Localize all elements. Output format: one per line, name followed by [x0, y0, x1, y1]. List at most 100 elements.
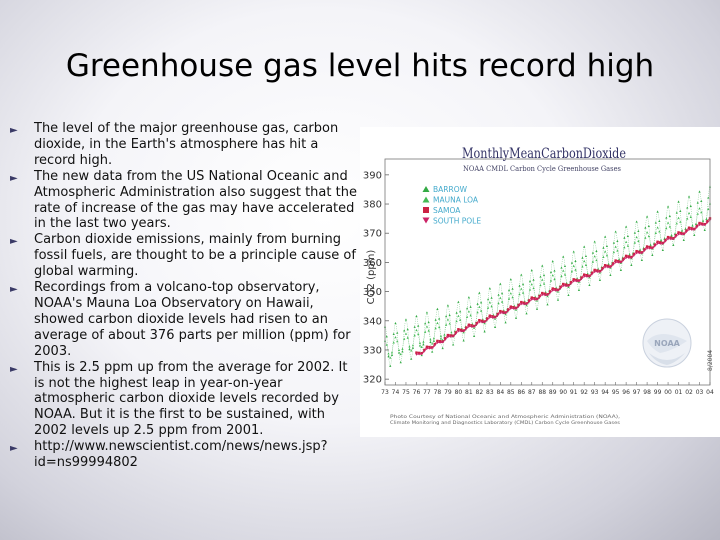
south-pole-point	[472, 325, 476, 329]
bullet-text: The new data from the US National Oceani…	[34, 168, 357, 232]
barrow-point	[507, 289, 511, 292]
samoa-point	[548, 290, 552, 293]
mauna-loa-point	[612, 250, 615, 254]
mauna-loa-point	[488, 301, 491, 304]
barrow-point	[647, 224, 650, 228]
bullet-text: This is 2.5 ppm up from the average for …	[34, 359, 348, 439]
south-pole-point	[648, 247, 651, 250]
barrow-point	[666, 205, 670, 208]
legend-marker	[422, 217, 430, 224]
barrow-point	[431, 350, 434, 353]
mauna-loa-point	[443, 333, 446, 336]
mauna-loa-point	[406, 336, 409, 339]
south-pole-point	[420, 352, 423, 356]
south-pole-point	[664, 240, 667, 243]
mauna-loa-point	[623, 246, 626, 249]
samoa-point	[506, 308, 510, 311]
barrow-point	[570, 261, 574, 264]
slide-title: Greenhouse gas level hits record high	[65, 48, 655, 84]
barrow-point	[583, 245, 586, 248]
south-pole-point	[672, 237, 675, 241]
mauna-loa-point	[687, 211, 691, 215]
samoa-point	[478, 319, 481, 322]
barrow-point	[500, 292, 504, 295]
samoa-point	[603, 264, 607, 267]
south-pole-point	[417, 353, 421, 356]
mauna-loa-point	[389, 356, 392, 359]
barrow-point	[626, 234, 629, 238]
samoa-point	[590, 271, 594, 275]
samoa-point	[685, 229, 688, 232]
mauna-loa-point	[404, 332, 408, 335]
barrow-point	[593, 240, 596, 243]
south-pole-point	[530, 298, 533, 301]
mauna-loa-point	[434, 327, 437, 330]
south-pole-point	[601, 268, 604, 271]
barrow-point	[396, 331, 399, 334]
samoa-point	[436, 339, 439, 343]
south-pole-point	[548, 291, 552, 295]
south-pole-point	[645, 247, 649, 250]
mauna-loa-point	[572, 264, 575, 267]
x-tick-label: 83	[486, 389, 494, 396]
barrow-point	[563, 264, 567, 268]
x-tick-label: 93	[591, 389, 599, 396]
south-pole-point	[486, 318, 489, 322]
samoa-point	[428, 345, 431, 349]
south-pole-point	[525, 303, 528, 306]
mauna-loa-point	[645, 231, 649, 234]
barrow-point	[535, 307, 539, 310]
bullet-item[interactable]: ► http://www.newscientist.com/news/news.j…	[10, 439, 358, 471]
barrow-point	[696, 201, 699, 204]
mauna-loa-point	[424, 330, 427, 333]
barrow-point	[574, 259, 577, 263]
barrow-point	[504, 321, 507, 324]
barrow-point	[392, 332, 395, 335]
barrow-point	[404, 318, 408, 321]
mauna-loa-point	[480, 309, 483, 312]
source-link[interactable]: http://www.newscientist.com/news/news.js…	[34, 439, 328, 471]
samoa-point	[480, 319, 484, 323]
mauna-loa-point	[644, 236, 647, 239]
legend-label: SOUTH POLE	[433, 217, 481, 226]
samoa-point	[538, 294, 541, 298]
samoa-point	[624, 254, 628, 258]
samoa-point	[632, 252, 636, 256]
mauna-loa-point	[698, 207, 701, 210]
south-pole-point	[438, 341, 442, 344]
south-pole-point	[499, 311, 502, 315]
mauna-loa-point	[691, 224, 694, 227]
mauna-loa-point	[701, 219, 705, 222]
south-pole-point	[700, 223, 704, 227]
barrow-point	[595, 249, 598, 253]
chart-side-note: 8/2004	[707, 350, 714, 371]
south-pole-point	[457, 330, 460, 333]
samoa-point	[543, 292, 547, 295]
barrow-point	[466, 307, 469, 310]
barrow-point	[654, 221, 657, 224]
barrow-point	[403, 329, 406, 332]
south-pole-point	[451, 335, 455, 338]
x-tick-label: 89	[549, 389, 557, 396]
south-pole-point	[538, 296, 541, 299]
barrow-point	[525, 312, 528, 315]
south-pole-point	[690, 228, 693, 231]
barrow-point	[459, 310, 462, 313]
south-pole-point	[517, 305, 520, 308]
samoa-point	[690, 227, 693, 230]
barrow-point	[553, 269, 556, 272]
barrow-point	[415, 314, 418, 318]
south-pole-point	[575, 280, 578, 283]
barrow-point	[605, 244, 609, 248]
x-tick-label: 95	[612, 389, 620, 396]
samoa-point	[444, 337, 447, 340]
barrow-point	[422, 343, 425, 346]
south-pole-point	[698, 223, 701, 227]
samoa-point	[687, 226, 691, 229]
south-pole-point	[596, 270, 599, 274]
mauna-loa-point	[467, 310, 470, 313]
south-pole-point	[643, 249, 646, 253]
x-tick-label: 82	[476, 389, 484, 396]
barrow-point	[528, 280, 532, 283]
